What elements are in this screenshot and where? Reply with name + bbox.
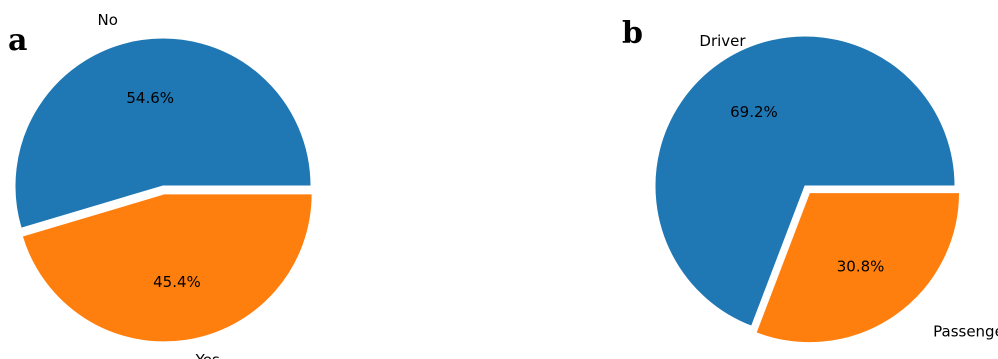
pie-chart-b: Driver 69.2% Passenger 30.8% b	[622, 16, 998, 344]
slice-label-passenger: Passenger	[933, 322, 998, 340]
pie-slice-no	[14, 37, 312, 229]
slice-percent-driver: 69.2%	[730, 103, 778, 121]
pie-slice-passenger	[755, 192, 961, 344]
slice-label-no: No	[98, 11, 118, 29]
pie-slice-driver	[654, 35, 956, 327]
panel-letter-b: b	[622, 16, 643, 51]
slice-label-driver: Driver	[699, 32, 746, 50]
slice-percent-yes: 45.4%	[153, 273, 201, 291]
slice-label-yes: Yes	[195, 351, 220, 359]
panel-letter-a: a	[8, 23, 27, 58]
slice-percent-no: 54.6%	[126, 89, 174, 107]
slice-percent-passenger: 30.8%	[837, 258, 885, 276]
pie-slice-yes	[21, 193, 313, 343]
pie-chart-a: No 54.6% Yes 45.4% a	[8, 11, 313, 359]
